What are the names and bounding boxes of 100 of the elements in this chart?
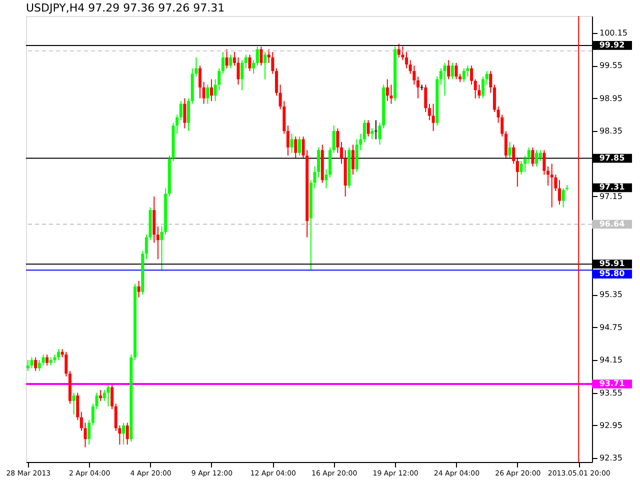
- y-tick-label: 97.15: [600, 192, 622, 201]
- y-tick-label: 93.55: [600, 388, 622, 398]
- candlestick: [535, 150, 538, 167]
- y-tick-label: 95.35: [600, 290, 622, 300]
- candlestick: [290, 133, 294, 154]
- candlestick: [386, 78, 389, 102]
- candlestick: [271, 51, 274, 74]
- candlestick: [470, 65, 474, 86]
- candlestick: [26, 360, 30, 372]
- candlestick: [531, 146, 534, 167]
- candlestick: [264, 51, 267, 80]
- candlestick: [489, 70, 492, 94]
- candlestick: [374, 120, 378, 140]
- candlestick: [84, 422, 87, 448]
- candlestick: [122, 422, 126, 446]
- candlestick: [156, 226, 160, 260]
- y-tick-label: 99.55: [600, 61, 622, 70]
- candlestick: [340, 141, 344, 164]
- candlestick: [274, 68, 278, 96]
- candlestick: [30, 356, 34, 369]
- candlestick: [221, 51, 224, 74]
- candlestick: [366, 120, 370, 137]
- candlestick: [416, 76, 420, 99]
- candlestick: [443, 62, 446, 96]
- candlestick: [508, 141, 512, 159]
- ref-line-label: 97.85: [599, 153, 626, 162]
- candlestick: [256, 46, 259, 66]
- candlestick: [225, 48, 228, 69]
- y-tick-label: 98.35: [600, 126, 622, 136]
- candlestick: [542, 150, 546, 176]
- y-tick-label: 94.75: [600, 322, 622, 332]
- ref-line-label: 95.80: [599, 269, 626, 278]
- candlestick: [332, 125, 336, 154]
- candlestick: [474, 78, 477, 99]
- ref-line-label: 99.92: [599, 40, 625, 50]
- y-tick-label: 98.95: [600, 94, 622, 103]
- candlestick: [538, 150, 542, 162]
- candlestick: [562, 188, 565, 208]
- candlestick: [88, 420, 91, 446]
- candlestick: [362, 120, 366, 142]
- candlestick: [527, 146, 530, 164]
- candlestick: [424, 84, 428, 112]
- y-tick-label: 92.95: [600, 420, 622, 430]
- candlestick: [405, 51, 408, 69]
- ref-line-label: 96.64: [599, 219, 626, 228]
- candlestick: [99, 390, 102, 402]
- candlestick: [558, 180, 561, 206]
- candlestick: [252, 60, 256, 74]
- candlestick: [512, 144, 516, 164]
- candlestick: [202, 81, 206, 104]
- ref-line-label: 95.91: [599, 259, 626, 268]
- candlestick: [432, 103, 435, 132]
- candlestick: [236, 56, 240, 86]
- text: 97.31: [599, 182, 626, 192]
- candlestick: [485, 70, 488, 86]
- candlestick: [187, 98, 190, 132]
- candlestick: [546, 166, 550, 186]
- candlestick: [91, 403, 94, 426]
- candlestick: [183, 98, 186, 129]
- candlestick: [229, 54, 232, 69]
- candlestick: [482, 76, 485, 99]
- chart-title: USDJPY,H4 97.29 97.36 97.26 97.31: [26, 2, 225, 14]
- y-tick-label: 92.35: [600, 454, 622, 463]
- candlestick: [324, 168, 328, 189]
- candlestick: [492, 84, 496, 112]
- candlestick: [206, 84, 210, 104]
- candlestick: [260, 46, 263, 66]
- candlestick: [179, 100, 182, 121]
- candlestick: [294, 136, 298, 159]
- candlestick: [72, 392, 76, 416]
- candlestick: [244, 54, 248, 69]
- candlestick: [232, 51, 236, 66]
- candlestick: [210, 78, 213, 102]
- candlestick: [34, 356, 38, 372]
- candlestick: [550, 163, 554, 208]
- candlestick: [454, 62, 458, 80]
- candlestick: [516, 158, 519, 188]
- ref-line-label: 93.71: [599, 379, 626, 388]
- candlestick: [524, 155, 527, 172]
- candlestick: [504, 130, 508, 159]
- candlestick: [450, 62, 454, 80]
- y-tick-label: 94.15: [600, 356, 622, 365]
- candlestick: [46, 354, 49, 366]
- y-tick-label: 100.15: [600, 28, 628, 38]
- candlestick: [240, 60, 244, 91]
- candlestick: [397, 43, 400, 58]
- candlestick: [351, 144, 354, 176]
- candlestick: [370, 128, 374, 140]
- candlestick: [110, 384, 114, 410]
- candlestick: [144, 234, 148, 260]
- candlestick: [76, 392, 80, 421]
- candlestick: [198, 65, 202, 99]
- candlestick: [462, 68, 466, 82]
- candlestick: [401, 46, 404, 61]
- candlestick: [95, 392, 98, 410]
- candlestick: [317, 146, 320, 178]
- candlestick: [428, 103, 431, 121]
- candlestick: [248, 54, 252, 72]
- candlestick: [447, 60, 450, 80]
- candlestick: [106, 384, 110, 407]
